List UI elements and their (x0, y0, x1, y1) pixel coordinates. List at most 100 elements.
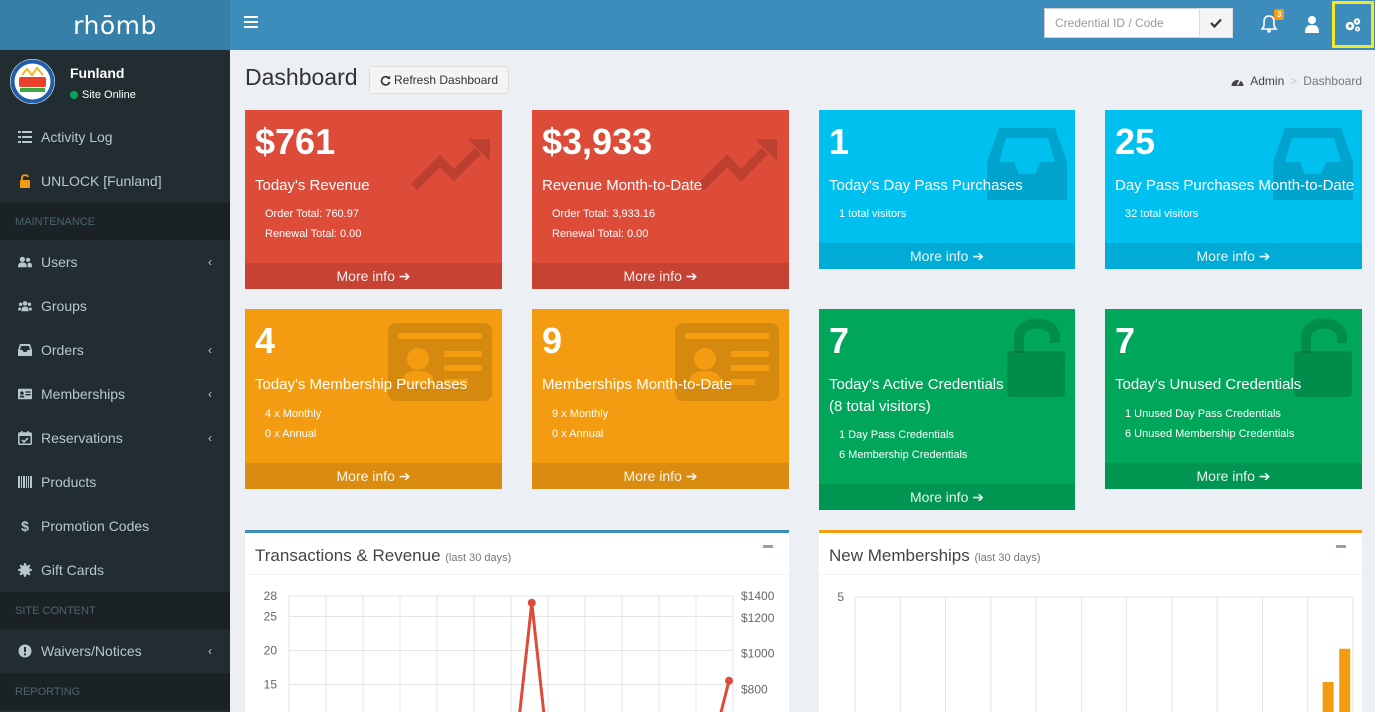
sidebar-item-label: Promotion Codes (41, 518, 150, 534)
chevron-left-icon: ‹ (208, 644, 212, 658)
chevron-left-icon: ‹ (208, 431, 212, 445)
stat-box-day-pass-mtd: 25 Day Pass Purchases Month-to-Date 32 t… (1105, 110, 1362, 269)
arrow-circle-right-icon: ➔ (1258, 467, 1271, 484)
chart-bar (1339, 648, 1351, 712)
check-icon (1210, 18, 1222, 28)
sidebar-item-label: Orders (41, 342, 84, 358)
stat-detail: 0 x Annual (265, 428, 317, 440)
more-info-link[interactable]: More info ➔ (532, 263, 789, 289)
id-card-icon (388, 323, 492, 401)
credential-submit-button[interactable] (1199, 8, 1233, 38)
stat-value: 7 (1115, 320, 1136, 361)
more-info-link[interactable]: More info ➔ (532, 463, 789, 489)
settings-button[interactable] (1332, 1, 1374, 48)
stat-value: 4 (255, 320, 276, 361)
collapse-button[interactable] (763, 545, 773, 548)
refresh-dashboard-button[interactable]: Refresh Dashboard (369, 66, 510, 94)
more-info-label: More info (1196, 468, 1255, 484)
y-tick-label-right: $1000 (741, 647, 775, 661)
inbox-icon (18, 343, 32, 357)
menu-header-site-content: SITE CONTENT (0, 592, 230, 629)
sidebar-item-promotion-codes[interactable]: $ Promotion Codes (0, 504, 230, 548)
stat-label: Day Pass Purchases Month-to-Date (1115, 177, 1355, 194)
stat-detail: Order Total: 760.97 (265, 208, 359, 220)
panel-divider (245, 574, 789, 575)
refresh-icon (380, 75, 391, 86)
users-icon (18, 255, 32, 269)
more-info-link[interactable]: More info ➔ (245, 463, 502, 489)
stat-box-today-memberships: 4 Today's Membership Purchases 4 x Month… (245, 309, 502, 489)
sidebar-item-unlock[interactable]: UNLOCK [Funland] (0, 159, 230, 203)
more-info-link[interactable]: More info ➔ (819, 484, 1075, 510)
chevron-left-icon: ‹ (208, 255, 212, 269)
stat-detail: 9 x Monthly (552, 408, 609, 420)
stat-label: Today's Membership Purchases (255, 376, 468, 393)
stat-detail: 1 total visitors (839, 208, 907, 220)
id-card-icon (18, 387, 32, 401)
stat-value: 1 (829, 121, 850, 162)
stat-detail: 1 Unused Day Pass Credentials (1125, 408, 1281, 420)
more-info-link[interactable]: More info ➔ (1105, 463, 1362, 489)
panel-subtitle: (last 30 days) (974, 552, 1041, 564)
stat-detail: 0 x Annual (552, 428, 604, 440)
y-tick-label-left: 25 (264, 610, 278, 624)
brand-logo[interactable]: rhōmb (0, 0, 230, 50)
status-dot-icon (70, 91, 78, 99)
sidebar-item-activity-log[interactable]: Activity Log (0, 115, 230, 159)
breadcrumb-current: Dashboard (1303, 74, 1362, 88)
more-info-label: More info (910, 489, 969, 505)
more-info-link[interactable]: More info ➔ (1105, 243, 1362, 269)
memberships-chart: 5 (837, 590, 1354, 712)
stat-value: 9 (542, 320, 563, 361)
arrow-circle-right-icon: ➔ (972, 247, 984, 264)
notifications-badge: 3 (1274, 9, 1285, 20)
chart-data-point (725, 676, 733, 685)
page-title: Dashboard (245, 64, 358, 90)
sidebar-item-reservations[interactable]: Reservations ‹ (0, 416, 230, 460)
sidebar-toggle-icon[interactable] (244, 16, 258, 32)
unlock-icon (1294, 318, 1352, 397)
dollar-icon: $ (21, 518, 29, 534)
sidebar-item-label: Reservations (41, 430, 123, 446)
more-info-link[interactable]: More info ➔ (819, 243, 1075, 269)
gears-icon (1345, 17, 1361, 31)
more-info-link[interactable]: More info ➔ (245, 263, 502, 289)
sidebar-item-label: UNLOCK [Funland] (41, 173, 162, 189)
collapse-button[interactable] (1336, 545, 1346, 548)
menu-header-maintenance: MAINTENANCE (0, 203, 230, 240)
sidebar-item-waivers[interactable]: Waivers/Notices ‹ (0, 629, 230, 673)
user-icon[interactable] (1305, 15, 1319, 33)
more-info-label: More info (336, 268, 395, 284)
breadcrumb-admin-link[interactable]: Admin (1250, 74, 1285, 88)
panel-title-text: Transactions & Revenue (255, 546, 441, 565)
stat-box-memberships-mtd: 9 Memberships Month-to-Date 9 x Monthly … (532, 309, 789, 489)
chart-series-line (518, 602, 731, 712)
inbox-icon (987, 128, 1067, 200)
sidebar-item-memberships[interactable]: Memberships ‹ (0, 372, 230, 416)
sidebar-item-products[interactable]: Products (0, 460, 230, 504)
y-tick-label-right: $1400 (741, 589, 775, 603)
bell-icon[interactable] (1260, 14, 1278, 34)
user-panel: Funland Site Online (0, 50, 230, 115)
more-info-label: More info (910, 248, 969, 264)
y-tick-label-left: 15 (264, 678, 278, 692)
sidebar-item-gift-cards[interactable]: Gift Cards (0, 548, 230, 592)
arrow-circle-right-icon: ➔ (398, 467, 411, 484)
top-navbar: 3 (230, 0, 1375, 50)
sidebar-item-groups[interactable]: Groups (0, 284, 230, 328)
stat-value: 7 (829, 320, 850, 361)
stat-label: Today's Unused Credentials (1115, 376, 1302, 393)
more-info-label: More info (1196, 248, 1255, 264)
arrow-circle-right-icon: ➔ (685, 467, 698, 484)
credential-input[interactable] (1044, 8, 1199, 38)
sidebar-item-label: Gift Cards (41, 562, 105, 578)
arrow-circle-right-icon: ➔ (398, 267, 411, 284)
sidebar-item-orders[interactable]: Orders ‹ (0, 328, 230, 372)
stat-detail: 6 Unused Membership Credentials (1125, 428, 1295, 440)
list-icon (18, 130, 32, 144)
sidebar-item-users[interactable]: Users ‹ (0, 240, 230, 284)
y-tick-label-left: 20 (264, 644, 278, 658)
id-card-icon (675, 323, 779, 401)
chevron-left-icon: ‹ (208, 387, 212, 401)
